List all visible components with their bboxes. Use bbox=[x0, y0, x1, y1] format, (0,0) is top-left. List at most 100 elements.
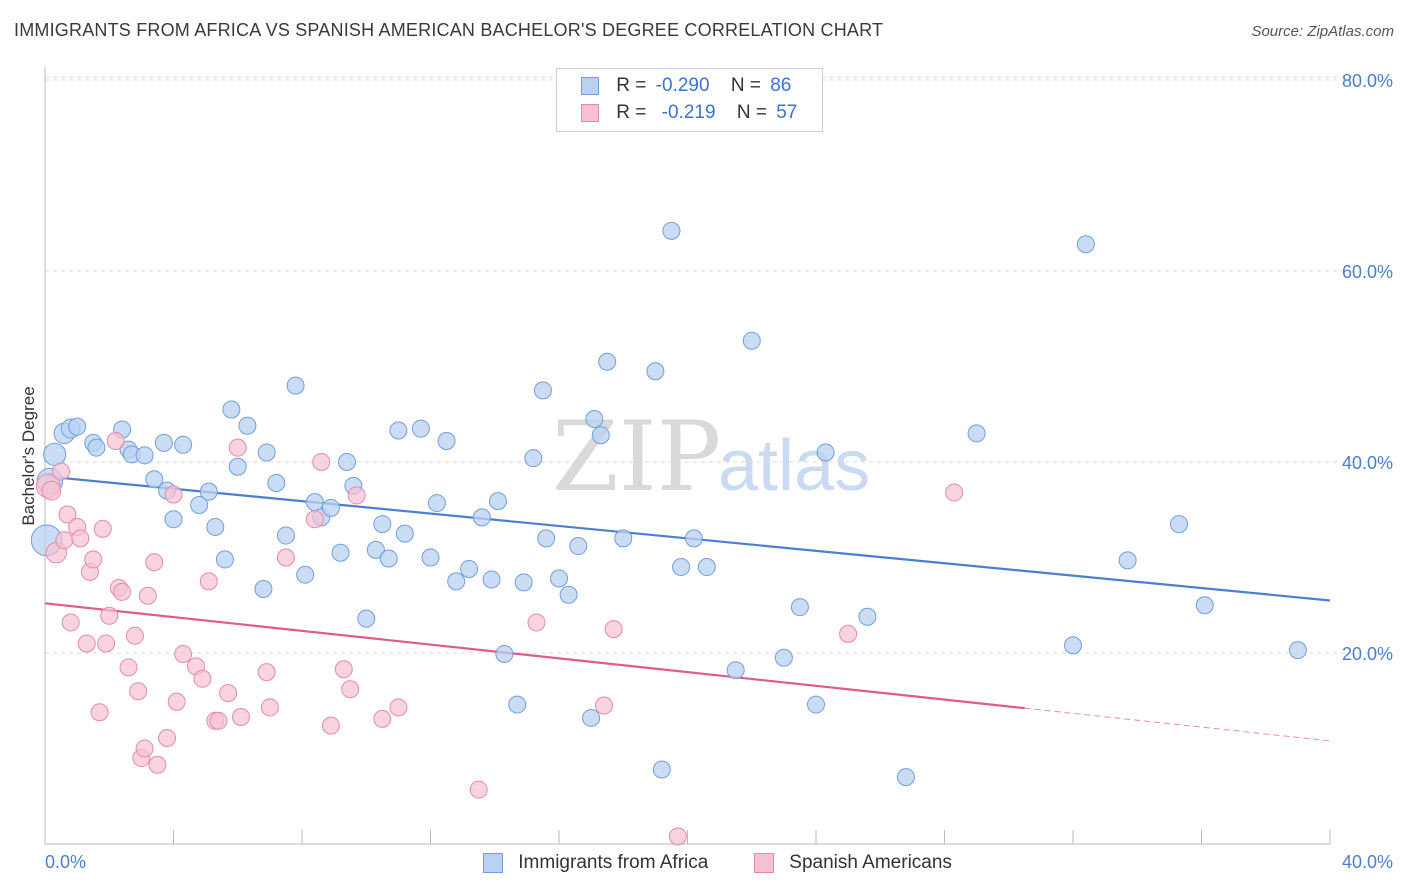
point-immigrants-from-africa bbox=[482, 570, 501, 589]
point-immigrants-from-africa bbox=[790, 598, 809, 617]
point-spanish-americans bbox=[839, 624, 858, 643]
point-spanish-americans bbox=[257, 663, 276, 682]
trend-line-spanish-extension bbox=[1024, 707, 1331, 742]
legend-n-label: N = bbox=[730, 75, 761, 96]
point-immigrants-from-africa bbox=[697, 558, 716, 577]
point-immigrants-from-africa bbox=[43, 442, 67, 466]
point-immigrants-from-africa bbox=[598, 352, 617, 371]
point-immigrants-from-africa bbox=[742, 331, 761, 350]
point-immigrants-from-africa bbox=[550, 569, 568, 588]
point-immigrants-from-africa bbox=[68, 417, 87, 436]
point-spanish-americans bbox=[604, 620, 623, 639]
point-immigrants-from-africa bbox=[495, 644, 514, 663]
point-spanish-americans bbox=[164, 485, 183, 504]
y-tick-label: 80.0% bbox=[1342, 71, 1393, 91]
point-spanish-americans bbox=[61, 613, 80, 632]
point-spanish-americans bbox=[312, 453, 331, 471]
point-immigrants-from-africa bbox=[672, 558, 691, 577]
point-immigrants-from-africa bbox=[222, 400, 241, 419]
point-spanish-americans bbox=[321, 716, 340, 735]
point-immigrants-from-africa bbox=[321, 498, 340, 517]
scatter-points bbox=[30, 221, 1307, 846]
point-immigrants-from-africa bbox=[206, 517, 225, 536]
point-immigrants-from-africa bbox=[1118, 551, 1137, 570]
point-immigrants-from-africa bbox=[379, 549, 398, 568]
point-spanish-americans bbox=[373, 709, 392, 728]
point-spanish-americans bbox=[469, 780, 488, 799]
x-tick-label-max: 40.0% bbox=[1342, 852, 1393, 872]
point-spanish-americans bbox=[55, 531, 74, 550]
point-spanish-americans bbox=[41, 480, 62, 501]
point-immigrants-from-africa bbox=[896, 768, 915, 787]
point-immigrants-from-africa bbox=[87, 438, 106, 457]
point-immigrants-from-africa bbox=[154, 433, 173, 452]
point-immigrants-from-africa bbox=[807, 695, 825, 714]
point-spanish-americans bbox=[209, 711, 228, 730]
point-immigrants-from-africa bbox=[1170, 515, 1189, 534]
bottom-legend-africa: Immigrants from Africa bbox=[483, 852, 708, 874]
point-immigrants-from-africa bbox=[447, 572, 466, 591]
point-immigrants-from-africa bbox=[357, 609, 376, 628]
point-spanish-americans bbox=[106, 431, 125, 450]
point-immigrants-from-africa bbox=[199, 482, 218, 501]
point-spanish-americans bbox=[148, 755, 167, 774]
point-spanish-americans bbox=[125, 626, 144, 645]
point-immigrants-from-africa bbox=[145, 470, 164, 489]
point-immigrants-from-africa bbox=[135, 446, 154, 465]
point-immigrants-from-africa bbox=[533, 381, 552, 400]
point-immigrants-from-africa bbox=[585, 410, 604, 429]
point-spanish-americans bbox=[231, 707, 250, 726]
point-spanish-americans bbox=[145, 553, 164, 572]
point-immigrants-from-africa bbox=[614, 529, 633, 548]
point-immigrants-from-africa bbox=[238, 416, 257, 435]
point-immigrants-from-africa bbox=[652, 760, 671, 779]
point-immigrants-from-africa bbox=[276, 526, 295, 545]
legend-swatch-spanish bbox=[581, 103, 599, 122]
point-spanish-americans bbox=[58, 505, 77, 524]
point-spanish-americans bbox=[158, 728, 177, 747]
legend-n-value-spanish: 57 bbox=[776, 102, 798, 123]
correlation-legend: R = -0.290 N = 86 R = -0.219 N = 57 bbox=[556, 68, 823, 132]
point-immigrants-from-africa bbox=[514, 573, 533, 592]
y-tick-label: 40.0% bbox=[1342, 453, 1393, 473]
point-immigrants-from-africa bbox=[646, 362, 665, 381]
point-immigrants-from-africa bbox=[331, 543, 350, 562]
point-immigrants-from-africa bbox=[774, 648, 793, 667]
point-spanish-americans bbox=[84, 550, 103, 569]
point-spanish-americans bbox=[71, 529, 90, 548]
point-immigrants-from-africa bbox=[684, 529, 703, 548]
watermark-atlas: atlas bbox=[718, 426, 870, 506]
legend-n-label: N = bbox=[736, 102, 767, 123]
point-immigrants-from-africa bbox=[254, 580, 273, 599]
point-immigrants-from-africa bbox=[1288, 641, 1307, 660]
point-immigrants-from-africa bbox=[395, 524, 414, 543]
point-spanish-americans bbox=[193, 669, 212, 688]
bottom-legend-swatch-africa bbox=[483, 852, 503, 873]
point-spanish-americans bbox=[129, 682, 148, 701]
point-immigrants-from-africa bbox=[174, 435, 193, 454]
point-immigrants-from-africa bbox=[164, 510, 183, 529]
legend-swatch-africa bbox=[581, 76, 599, 95]
point-immigrants-from-africa bbox=[427, 494, 446, 513]
point-spanish-americans bbox=[276, 548, 295, 567]
point-immigrants-from-africa bbox=[1076, 235, 1095, 254]
point-spanish-americans bbox=[113, 582, 132, 601]
point-immigrants-from-africa bbox=[816, 443, 835, 462]
point-immigrants-from-africa bbox=[472, 508, 491, 527]
point-immigrants-from-africa bbox=[366, 540, 385, 559]
point-immigrants-from-africa bbox=[305, 493, 324, 512]
point-immigrants-from-africa bbox=[726, 661, 745, 680]
bottom-legend-swatch-spanish bbox=[754, 852, 774, 873]
point-spanish-americans bbox=[594, 696, 613, 715]
point-immigrants-from-africa bbox=[460, 559, 479, 578]
point-immigrants-from-africa bbox=[421, 548, 440, 567]
point-immigrants-from-africa bbox=[662, 221, 681, 240]
point-immigrants-from-africa bbox=[286, 376, 305, 395]
point-immigrants-from-africa bbox=[508, 695, 527, 714]
bottom-legend-label-spanish: Spanish Americans bbox=[789, 852, 952, 873]
point-spanish-americans bbox=[527, 613, 546, 632]
point-spanish-americans bbox=[174, 644, 193, 663]
point-immigrants-from-africa bbox=[337, 453, 356, 471]
legend-r-value-africa: -0.290 bbox=[655, 75, 710, 96]
